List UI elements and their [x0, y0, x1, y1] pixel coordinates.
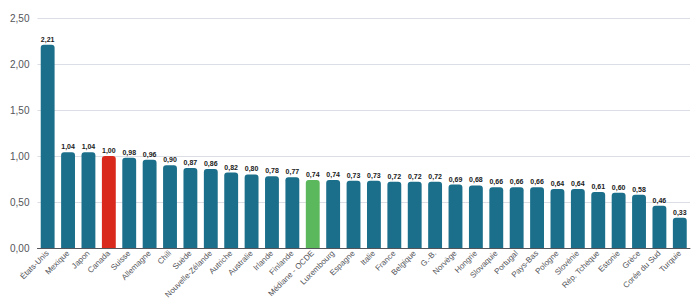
svg-text:0,96: 0,96 [143, 151, 157, 159]
svg-text:0,73: 0,73 [367, 172, 381, 180]
svg-text:Turquie: Turquie [658, 248, 684, 274]
svg-text:0,00: 0,00 [10, 243, 30, 254]
svg-text:0,58: 0,58 [632, 186, 646, 194]
svg-text:Suisse: Suisse [109, 248, 133, 273]
svg-text:Hongrie: Hongrie [452, 248, 480, 275]
svg-text:Italie: Italie [358, 248, 378, 268]
svg-text:2,50: 2,50 [10, 13, 30, 24]
svg-text:1,00: 1,00 [10, 151, 30, 162]
svg-text:1,50: 1,50 [10, 105, 30, 116]
svg-text:0,72: 0,72 [428, 173, 442, 181]
svg-text:Finlande: Finlande [267, 248, 296, 277]
svg-text:0,74: 0,74 [326, 171, 340, 179]
svg-text:0,50: 0,50 [10, 197, 30, 208]
svg-text:Espagne: Espagne [328, 248, 357, 277]
svg-text:1,04: 1,04 [61, 143, 75, 151]
svg-text:0,61: 0,61 [591, 183, 605, 191]
svg-text:0,82: 0,82 [224, 164, 238, 172]
svg-text:Slovaquie: Slovaquie [468, 248, 500, 280]
svg-text:0,90: 0,90 [163, 156, 177, 164]
svg-text:Médiane - OCDE: Médiane - OCDE [266, 248, 316, 299]
svg-text:Luxembourg: Luxembourg [298, 248, 337, 287]
svg-text:2,21: 2,21 [41, 36, 55, 44]
svg-text:0,46: 0,46 [653, 197, 667, 205]
svg-text:1,00: 1,00 [102, 147, 116, 155]
svg-text:0,66: 0,66 [510, 178, 524, 186]
svg-text:Slovénie: Slovénie [553, 248, 581, 277]
svg-text:0,68: 0,68 [469, 176, 483, 184]
svg-text:0,98: 0,98 [122, 149, 136, 157]
svg-text:0,69: 0,69 [449, 176, 463, 184]
svg-text:Suède: Suède [170, 248, 194, 272]
svg-text:0,64: 0,64 [551, 180, 565, 188]
svg-text:Grèce: Grèce [620, 248, 643, 271]
svg-text:0,78: 0,78 [265, 167, 279, 175]
svg-text:0,87: 0,87 [184, 159, 198, 167]
svg-text:0,60: 0,60 [612, 184, 626, 192]
svg-text:Canada: Canada [86, 248, 113, 275]
svg-text:0,86: 0,86 [204, 160, 218, 168]
svg-text:Rép. Tchèque: Rép. Tchèque [560, 248, 601, 289]
svg-text:2,00: 2,00 [10, 59, 30, 70]
svg-text:0,64: 0,64 [571, 180, 585, 188]
svg-text:Portugal: Portugal [492, 248, 520, 277]
svg-text:0,33: 0,33 [673, 209, 687, 217]
svg-text:0,74: 0,74 [306, 171, 320, 179]
svg-text:Chili: Chili [156, 249, 174, 267]
svg-text:France: France [373, 248, 398, 273]
svg-text:Estonie: Estonie [597, 248, 623, 274]
svg-text:Mexique: Mexique [44, 248, 72, 276]
svg-text:Australie: Australie [226, 248, 255, 277]
svg-text:Autriche: Autriche [207, 248, 235, 276]
svg-text:Pologne: Pologne [533, 248, 561, 276]
svg-text:Nouvelle-Zélande: Nouvelle-Zélande [163, 248, 214, 299]
svg-text:1,04: 1,04 [82, 143, 96, 151]
svg-text:Norvège: Norvège [431, 248, 459, 276]
svg-text:0,73: 0,73 [347, 172, 361, 180]
svg-text:0,72: 0,72 [388, 173, 402, 181]
svg-text:Irlande: Irlande [251, 248, 276, 273]
svg-text:G.-B.: G.-B. [418, 248, 439, 269]
svg-text:Belgique: Belgique [390, 248, 419, 277]
svg-text:Corée du Sud: Corée du Sud [621, 249, 662, 290]
svg-text:Pays-Bas: Pays-Bas [510, 249, 541, 280]
svg-text:Allemagne: Allemagne [120, 248, 153, 281]
svg-text:États-Unis: États-Unis [18, 249, 50, 281]
svg-text:0,77: 0,77 [286, 168, 300, 176]
svg-text:0,80: 0,80 [245, 165, 259, 173]
svg-text:Japon: Japon [69, 248, 92, 271]
svg-text:0,72: 0,72 [408, 173, 422, 181]
svg-text:0,66: 0,66 [489, 178, 503, 186]
svg-text:0,66: 0,66 [530, 178, 544, 186]
